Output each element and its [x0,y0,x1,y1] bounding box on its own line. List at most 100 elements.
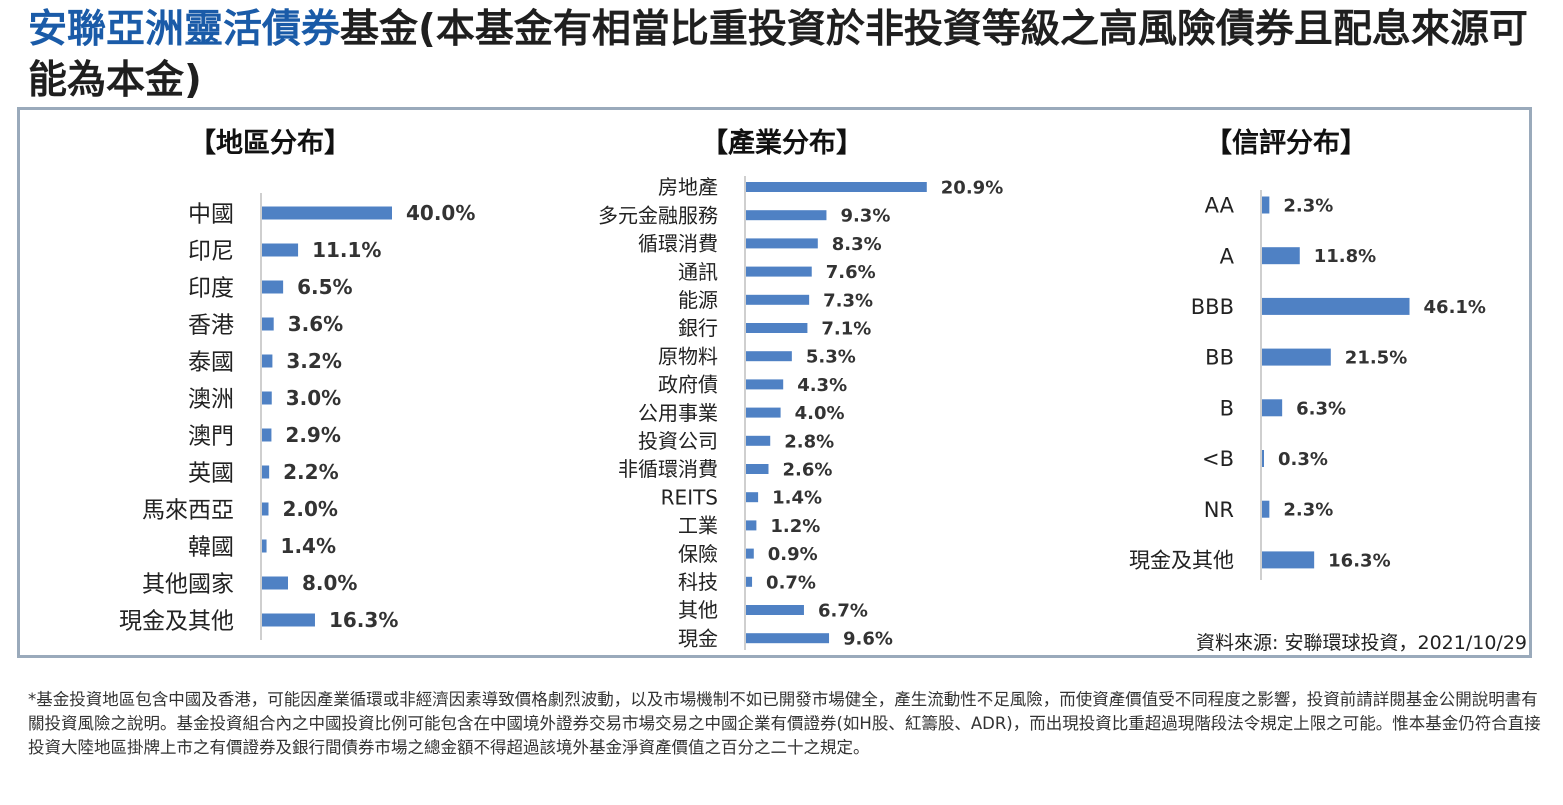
bar [262,206,392,220]
data-label: 4.0% [795,403,845,424]
data-label: 7.3% [823,290,873,311]
bar [746,492,759,503]
bar [1262,348,1331,366]
data-label: 21.5% [1345,348,1407,369]
category-label: 澳洲 [188,386,234,412]
category-label: 銀行 [678,316,718,340]
category-label: 現金及其他 [1129,548,1234,572]
data-label: 7.6% [826,262,876,283]
data-label: 9.6% [843,629,893,650]
data-label: 0.7% [766,572,816,593]
category-label: 印尼 [188,238,234,264]
category-label: 泰國 [188,349,234,375]
data-label: 6.5% [297,275,352,299]
bar [1262,500,1270,518]
bar [262,280,284,294]
category-label: 印度 [188,275,234,301]
bar [1262,297,1410,315]
data-label: 3.2% [286,349,341,373]
bar [262,576,288,590]
bar [746,351,792,362]
chart-title: 【產業分布】 [701,127,863,159]
bar [746,182,927,192]
data-label: 4.3% [797,375,847,396]
data-label: 9.3% [840,206,890,227]
category-label: 工業 [678,514,718,538]
data-label: 16.3% [1328,550,1390,571]
chart-3: 【信評分布】 AA 2.3% A 11.8% BBB 46.1% BB 21.5% B 6.3% <B… [1129,127,1486,580]
bar [1262,450,1264,467]
data-label: 2.3% [1283,195,1333,216]
category-label: BB [1205,346,1234,370]
bar [746,407,781,418]
bar [262,243,299,257]
bar [1262,247,1300,265]
data-label: 11.8% [1314,246,1376,267]
data-label: 1.4% [281,534,336,558]
data-label: 1.4% [772,488,822,509]
bar [746,210,827,221]
data-label: 2.3% [1283,500,1333,521]
data-label: 40.0% [406,201,475,225]
category-label: 原物料 [658,344,718,368]
data-label: 20.9% [941,177,1003,198]
data-label: 8.0% [302,571,357,595]
data-label: 2.0% [283,497,338,521]
bar [746,548,754,559]
bar [746,435,771,446]
category-label: 投資公司 [638,429,718,453]
data-label: 1.2% [770,516,820,537]
chart-2: 【產業分布】房地產 20.9% 多元金融服務 9.3% 循環消費 8.3% 通訊 7.6% 能源… [598,127,1003,650]
data-label: 3.0% [286,386,341,410]
bar [746,464,769,474]
bar [746,323,808,333]
data-label: 8.3% [832,234,882,255]
data-label: 0.3% [1278,449,1328,470]
category-label: 其他 [678,598,718,622]
data-label: 2.2% [283,460,338,484]
data-source: 資料來源: 安聯環球投資，2021/10/29 [1196,632,1527,654]
category-label: 能源 [678,288,718,312]
data-label: 0.9% [768,544,818,565]
data-label: 2.8% [784,431,834,452]
bar [262,502,269,516]
data-label: 2.6% [782,459,832,480]
bar [746,520,757,531]
category-label: 英國 [188,460,234,486]
bar [746,238,818,249]
category-label: NR [1204,498,1234,522]
category-label: 中國 [188,201,234,227]
data-label: 16.3% [329,608,398,632]
category-label: BBB [1191,295,1234,319]
category-label: 保險 [678,542,718,566]
data-label: 6.3% [1296,398,1346,419]
bar [746,294,810,305]
category-label: 現金及其他 [119,608,234,634]
category-label: A [1220,244,1235,268]
data-label: 11.1% [312,238,381,262]
category-label: REITS [661,485,718,509]
bar [262,613,315,627]
data-label: 5.3% [806,347,856,368]
data-label: 3.6% [288,312,343,336]
bar [262,465,270,479]
category-label: 公用事業 [638,401,718,425]
bar [262,391,272,405]
bar [746,576,753,587]
risk-footnote: *基金投資地區包含中國及香港，可能因產業循環或非經濟因素導致價格劇烈波動，以及市… [28,690,1541,757]
category-label: <B [1202,447,1234,471]
category-label: 香港 [188,312,234,338]
bar [1262,551,1315,569]
category-label: 澳門 [188,423,234,449]
bar [1262,196,1270,214]
bar [262,539,267,553]
bar [746,379,784,390]
category-label: AA [1205,194,1235,218]
bar [1262,399,1283,417]
fund-name: 安聯亞洲靈活債券 [28,7,341,52]
category-label: B [1220,396,1234,420]
category-label: 非循環消費 [618,457,718,481]
category-label: 循環消費 [638,232,718,256]
bar [262,317,274,331]
